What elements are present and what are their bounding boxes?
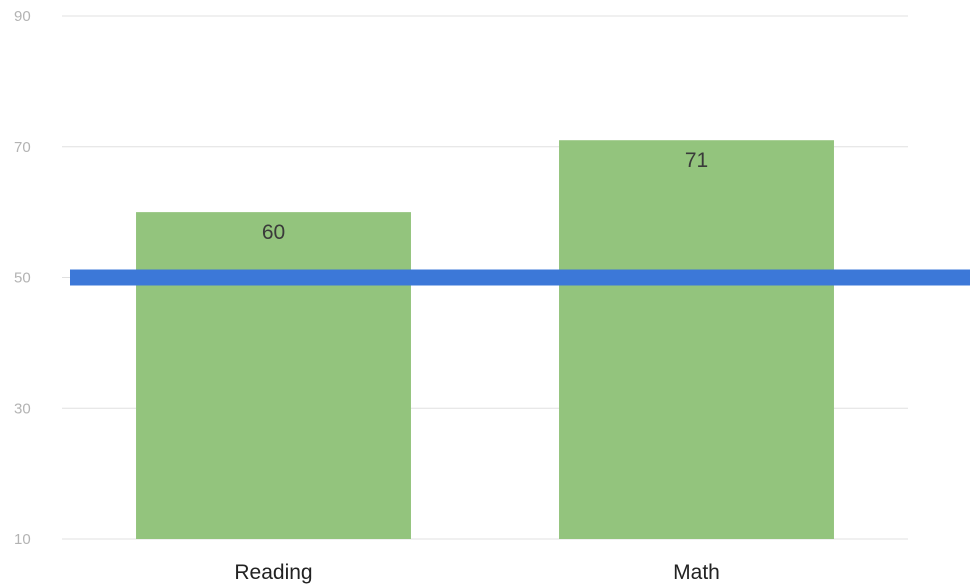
category-label-math: Math xyxy=(673,561,720,584)
reference-line-group xyxy=(70,269,970,286)
y-tick-label-50: 50 xyxy=(14,270,31,287)
x-axis-category-labels: Reading Math xyxy=(234,561,719,584)
y-axis-tick-labels: 10 30 50 70 90 xyxy=(14,8,31,548)
data-label-math: 71 xyxy=(685,149,708,172)
y-tick-label-70: 70 xyxy=(14,139,31,156)
y-tick-label-90: 90 xyxy=(14,8,31,25)
data-labels: 60 71 xyxy=(262,149,708,244)
data-label-reading: 60 xyxy=(262,221,285,244)
bar-math xyxy=(559,140,834,539)
category-label-reading: Reading xyxy=(234,561,312,584)
bar-reading xyxy=(136,212,411,539)
reference-line xyxy=(70,269,970,286)
bars xyxy=(136,140,834,539)
y-tick-label-10: 10 xyxy=(14,531,31,548)
y-tick-label-30: 30 xyxy=(14,400,31,417)
